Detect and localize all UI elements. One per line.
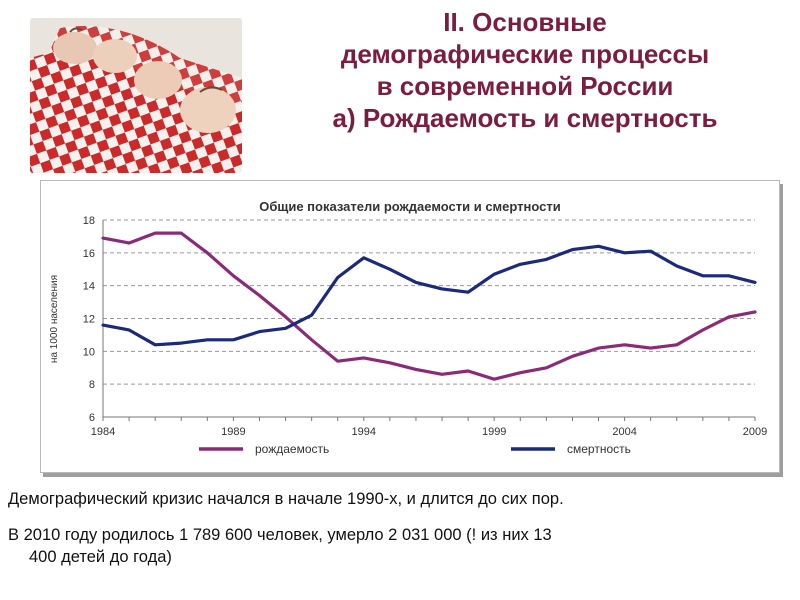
stats-note-line-1: В 2010 году родилось 1 789 600 человек, … [8,526,552,544]
death-rate-line [101,244,757,347]
line-chart: Общие показатели рождаемости и смертност… [49,199,767,456]
legend-birth-label: рождаемость [255,442,329,456]
chart-title: Общие показатели рождаемости и смертност… [259,199,561,214]
x-tick-label: 1989 [221,426,245,438]
x-tick-label: 2009 [743,426,767,438]
y-tick-label: 10 [83,346,95,358]
newborn-babies-photo [30,18,242,173]
y-tick-label: 16 [83,248,95,260]
stats-note: В 2010 году родилось 1 789 600 человек, … [8,524,788,568]
y-tick-label: 18 [83,215,95,227]
title-line-1: II. Основные [443,7,607,37]
chart-container: Общие показатели рождаемости и смертност… [40,180,780,473]
legend-death-label: смертность [567,442,631,456]
y-tick-label: 12 [83,314,95,326]
y-tick-label: 6 [89,412,95,424]
x-tick-label: 1999 [482,426,506,438]
birth-rate-line [101,231,757,381]
x-tick-label: 1994 [352,426,376,438]
y-axis-label: на 1000 населения [49,275,60,363]
title-line-2: демографические процессы [340,39,710,69]
title-line-4: а) Рождаемость и смертность [332,103,718,133]
x-tick-label: 1984 [91,426,115,438]
page-title: II. Основные демографические процессы в … [255,6,795,134]
y-tick-label: 8 [89,379,95,391]
x-tick-label: 2004 [612,426,636,438]
stats-note-line-2: 400 детей до года) [29,548,172,566]
y-tick-label: 14 [83,281,95,293]
crisis-note: Демографический кризис начался в начале … [8,490,564,508]
title-line-3: в современной России [376,71,674,101]
